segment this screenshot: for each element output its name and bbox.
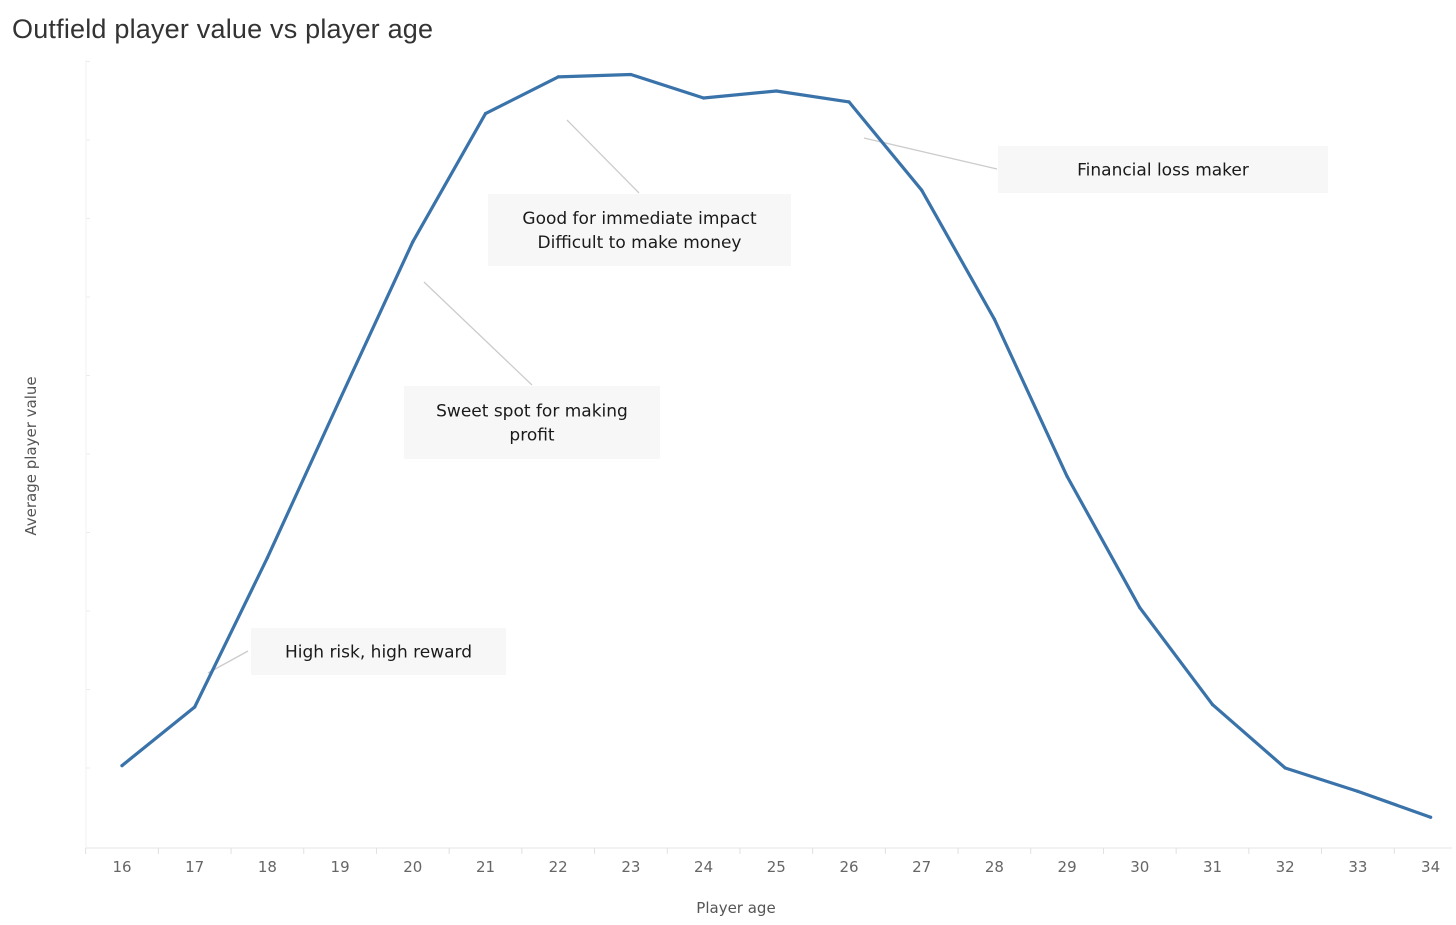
immediate-impact-annotation-box — [488, 194, 791, 266]
data-point — [847, 100, 851, 104]
x-tick-label: 20 — [403, 858, 422, 876]
data-point — [120, 764, 124, 768]
data-point — [702, 96, 706, 100]
sweet-spot-annotation: Sweet spot for making profit — [404, 386, 660, 459]
x-tick-label: 24 — [694, 858, 713, 876]
annotations: High risk, high reward Sweet spot for mak… — [251, 146, 1328, 675]
data-point — [629, 72, 633, 77]
series — [120, 72, 1433, 819]
x-ticks: 16 17 18 19 20 21 22 23 24 25 26 27 28 29 30 31 32 33 34 — [85, 848, 1440, 876]
x-tick-label: 30 — [1130, 858, 1149, 876]
data-point — [411, 240, 415, 244]
data-point — [193, 705, 197, 709]
loss-maker-annotation-text: Financial loss maker — [1077, 161, 1249, 181]
sweet-spot-annotation-text: profit — [509, 426, 555, 446]
immediate-impact-annotation: Good for immediate impact Difficult to ma… — [488, 194, 791, 266]
data-point — [1138, 606, 1142, 610]
data-point — [338, 397, 342, 401]
x-tick-label: 29 — [1058, 858, 1077, 876]
data-point — [992, 317, 997, 321]
data-point — [556, 75, 560, 79]
x-tick-label: 26 — [839, 858, 858, 876]
loss-maker-connector — [863, 137, 998, 170]
x-tick-label: 21 — [476, 858, 495, 876]
x-tick-label: 33 — [1348, 858, 1367, 876]
data-point — [265, 556, 269, 560]
y-axis-label: Average player value — [22, 376, 40, 535]
axes — [85, 60, 1452, 849]
loss-maker-annotation: Financial loss maker — [998, 146, 1328, 193]
data-point — [1065, 474, 1069, 478]
high-risk-annotation: High risk, high reward — [251, 628, 506, 675]
data-point — [1210, 703, 1215, 707]
data-point — [1283, 766, 1287, 770]
x-tick-label: 31 — [1203, 858, 1222, 876]
sweet-spot-annotation-text: Sweet spot for making — [436, 402, 628, 422]
x-tick-label: 34 — [1421, 858, 1440, 876]
loss-maker-annotation-box — [998, 146, 1328, 193]
sweet-spot-connector — [423, 281, 533, 386]
high-risk-annotation-text: High risk, high reward — [285, 643, 472, 663]
data-point — [920, 188, 924, 192]
x-tick-label: 16 — [112, 858, 131, 876]
x-tick-label: 17 — [185, 858, 204, 876]
x-tick-label: 19 — [331, 858, 350, 876]
x-tick-label: 22 — [549, 858, 568, 876]
x-tick-label: 25 — [767, 858, 786, 876]
data-point — [1356, 789, 1360, 794]
high-risk-annotation-box — [251, 628, 506, 675]
x-tick-label: 27 — [912, 858, 931, 876]
chart-title: Outfield player value vs player age — [12, 14, 434, 44]
data-point — [774, 89, 778, 93]
immediate-impact-annotation-text: Difficult to make money — [538, 233, 742, 253]
x-tick-label: 32 — [1276, 858, 1295, 876]
immediate-impact-annotation-text: Good for immediate impact — [522, 209, 757, 229]
x-tick-label: 18 — [258, 858, 277, 876]
x-axis-label: Player age — [696, 899, 775, 917]
x-tick-label: 28 — [985, 858, 1004, 876]
sweet-spot-annotation-box — [404, 386, 660, 459]
immediate-impact-connector — [566, 119, 640, 194]
data-point — [483, 112, 488, 116]
data-point — [1429, 815, 1433, 819]
x-tick-label: 23 — [621, 858, 640, 876]
